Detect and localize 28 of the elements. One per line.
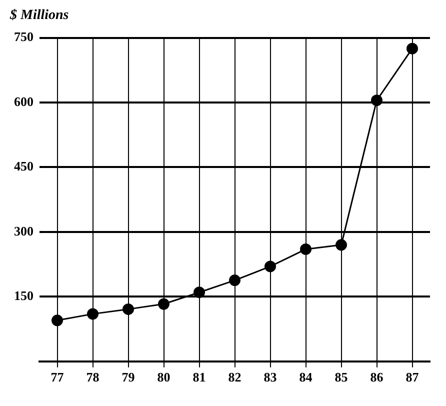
y-tick-label: 150 [14, 288, 34, 304]
x-tick-label: 85 [334, 370, 348, 385]
point [194, 286, 205, 298]
point [264, 260, 276, 272]
x-tick-label: 77 [50, 370, 64, 385]
point [371, 94, 382, 106]
x-tick-label: 78 [86, 370, 100, 385]
x-tick-label: 86 [370, 370, 384, 385]
point [406, 42, 418, 54]
y-tick-label: 600 [14, 94, 34, 109]
point [122, 303, 134, 315]
point [87, 308, 98, 320]
x-tick-label: 84 [299, 370, 313, 385]
point [336, 239, 347, 251]
x-tick-label: 81 [192, 370, 206, 385]
x-tick-label: 87 [406, 370, 420, 385]
point [158, 298, 170, 310]
x-tick-label: 83 [264, 370, 278, 385]
y-tick-label: 300 [14, 223, 34, 238]
point [52, 314, 63, 326]
x-tick-label: 79 [122, 370, 136, 385]
x-tick-label: 80 [157, 370, 170, 385]
point [229, 274, 240, 286]
y-tick-label: 450 [14, 158, 34, 174]
y-tick-label: 750 [14, 29, 34, 44]
y-axis-title: $ Millions [10, 8, 70, 24]
x-tick-label: 82 [228, 370, 242, 385]
point [300, 243, 312, 255]
